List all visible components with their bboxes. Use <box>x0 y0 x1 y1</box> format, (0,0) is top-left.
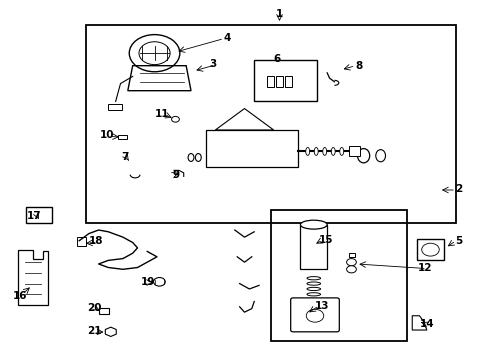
Ellipse shape <box>314 148 318 156</box>
Circle shape <box>346 258 356 266</box>
Bar <box>266 76 273 87</box>
Bar <box>348 147 359 157</box>
Ellipse shape <box>195 154 201 161</box>
Text: 21: 21 <box>87 326 102 336</box>
Text: 18: 18 <box>89 237 103 247</box>
Ellipse shape <box>305 148 309 156</box>
Bar <box>300 225 326 269</box>
Circle shape <box>171 116 179 122</box>
Bar <box>77 237 85 246</box>
Text: 9: 9 <box>173 170 180 180</box>
Ellipse shape <box>300 220 326 229</box>
Text: 3: 3 <box>209 59 216 69</box>
Bar <box>205 130 297 167</box>
Text: 14: 14 <box>419 319 433 329</box>
Text: 7: 7 <box>122 152 129 162</box>
Bar <box>254 60 317 102</box>
Text: 15: 15 <box>318 235 333 245</box>
Ellipse shape <box>375 150 385 162</box>
Bar <box>86 24 455 223</box>
FancyBboxPatch shape <box>290 298 339 332</box>
Text: 19: 19 <box>141 277 155 287</box>
Text: 17: 17 <box>27 211 41 221</box>
Bar <box>276 76 283 87</box>
Text: 13: 13 <box>314 301 329 311</box>
Text: 5: 5 <box>454 236 461 246</box>
Ellipse shape <box>322 148 326 156</box>
Text: 1: 1 <box>275 9 283 19</box>
Ellipse shape <box>306 293 320 296</box>
Ellipse shape <box>339 148 343 156</box>
Ellipse shape <box>330 148 334 156</box>
Ellipse shape <box>306 282 320 285</box>
Text: 16: 16 <box>13 291 27 301</box>
Text: 11: 11 <box>154 109 169 119</box>
Bar <box>108 104 122 111</box>
Text: 4: 4 <box>224 33 231 43</box>
Circle shape <box>139 42 170 64</box>
Circle shape <box>153 278 165 286</box>
Bar <box>416 239 443 260</box>
Circle shape <box>346 266 356 273</box>
Circle shape <box>421 243 438 256</box>
Bar <box>118 135 126 139</box>
Text: 6: 6 <box>273 54 280 64</box>
Circle shape <box>305 309 323 322</box>
Text: 12: 12 <box>417 262 432 273</box>
Bar <box>99 307 109 314</box>
Bar <box>285 76 291 87</box>
Text: 20: 20 <box>87 303 102 313</box>
Ellipse shape <box>306 276 320 280</box>
Circle shape <box>129 35 180 72</box>
Bar <box>26 207 52 223</box>
Ellipse shape <box>306 287 320 291</box>
Ellipse shape <box>357 149 369 163</box>
Bar <box>271 210 407 341</box>
Text: 10: 10 <box>100 130 114 140</box>
Ellipse shape <box>188 154 194 161</box>
Text: 2: 2 <box>454 184 461 194</box>
Text: 8: 8 <box>354 61 362 71</box>
